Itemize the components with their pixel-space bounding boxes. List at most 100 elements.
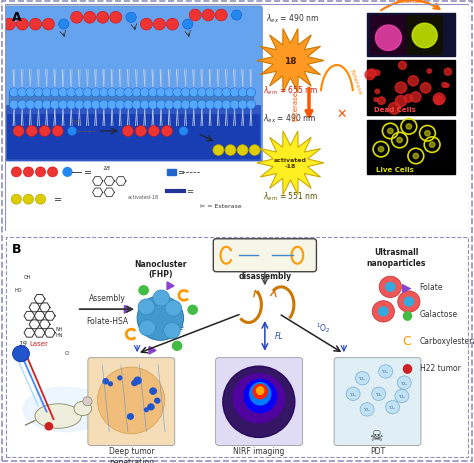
Circle shape — [408, 76, 419, 87]
Circle shape — [148, 101, 157, 110]
Ellipse shape — [35, 404, 82, 428]
Text: ¹O₂: ¹O₂ — [389, 405, 396, 409]
Circle shape — [91, 88, 100, 98]
Circle shape — [404, 95, 412, 103]
Bar — [5, 161, 260, 232]
Circle shape — [374, 99, 378, 102]
Text: Esterase: Esterase — [348, 68, 363, 95]
Circle shape — [148, 126, 159, 137]
Circle shape — [378, 98, 385, 105]
Circle shape — [66, 88, 76, 98]
Circle shape — [83, 397, 92, 406]
Circle shape — [375, 26, 401, 51]
Circle shape — [188, 306, 197, 314]
Text: B: B — [12, 243, 21, 256]
Circle shape — [231, 11, 242, 21]
Circle shape — [99, 88, 109, 98]
Circle shape — [103, 379, 109, 384]
Circle shape — [138, 299, 155, 315]
Text: activated-18: activated-18 — [128, 195, 159, 200]
Circle shape — [181, 88, 190, 98]
Circle shape — [66, 101, 76, 110]
Circle shape — [140, 101, 149, 110]
Circle shape — [18, 101, 27, 110]
Text: NIRF imaging: NIRF imaging — [233, 446, 285, 455]
Text: 18: 18 — [284, 57, 297, 66]
Circle shape — [413, 154, 419, 159]
Circle shape — [71, 13, 83, 24]
Circle shape — [412, 24, 437, 49]
Circle shape — [18, 88, 27, 98]
Circle shape — [197, 88, 207, 98]
Circle shape — [139, 286, 148, 295]
Circle shape — [137, 296, 183, 341]
Circle shape — [145, 408, 148, 412]
Circle shape — [108, 88, 117, 98]
Text: Deep tumor
penetration: Deep tumor penetration — [109, 446, 154, 463]
Circle shape — [108, 101, 117, 110]
FancyBboxPatch shape — [88, 358, 175, 445]
Circle shape — [238, 88, 247, 98]
Circle shape — [9, 88, 18, 98]
Circle shape — [375, 90, 380, 94]
Circle shape — [3, 19, 16, 31]
Circle shape — [116, 88, 125, 98]
Circle shape — [11, 168, 21, 177]
Text: Cl: Cl — [65, 350, 70, 355]
Text: ▶: ▶ — [402, 281, 411, 294]
Circle shape — [230, 101, 239, 110]
Circle shape — [181, 101, 190, 110]
Circle shape — [189, 101, 199, 110]
Circle shape — [52, 126, 63, 137]
Circle shape — [50, 88, 60, 98]
Text: Esterase: Esterase — [292, 90, 298, 120]
Circle shape — [124, 101, 133, 110]
Circle shape — [356, 372, 369, 385]
Circle shape — [182, 20, 193, 30]
Circle shape — [75, 101, 84, 110]
Circle shape — [134, 377, 141, 384]
Circle shape — [23, 168, 34, 177]
Text: Enzyme-triggered
disassembly: Enzyme-triggered disassembly — [226, 261, 303, 281]
Circle shape — [205, 101, 215, 110]
Circle shape — [410, 93, 421, 103]
Circle shape — [372, 387, 386, 400]
Circle shape — [109, 13, 122, 24]
Circle shape — [397, 138, 402, 144]
Circle shape — [420, 83, 431, 94]
Text: ●: ● — [401, 361, 412, 374]
Circle shape — [189, 10, 201, 22]
Text: Dead Cells: Dead Cells — [374, 106, 416, 113]
Circle shape — [179, 127, 188, 136]
Ellipse shape — [233, 374, 284, 423]
Circle shape — [42, 101, 51, 110]
Text: ☠: ☠ — [370, 428, 383, 443]
Text: $\lambda_{ex}$ = 490 nm: $\lambda_{ex}$ = 490 nm — [263, 113, 316, 125]
Circle shape — [140, 19, 153, 31]
Circle shape — [11, 195, 21, 205]
Circle shape — [360, 403, 374, 416]
Ellipse shape — [223, 366, 295, 438]
Circle shape — [26, 126, 37, 137]
Circle shape — [13, 346, 29, 362]
Text: Laser: Laser — [29, 340, 48, 346]
Text: ●: ● — [401, 307, 412, 320]
Text: activated
-18: activated -18 — [274, 158, 307, 169]
Circle shape — [214, 101, 223, 110]
Circle shape — [23, 195, 34, 205]
Circle shape — [109, 382, 112, 386]
Circle shape — [132, 88, 141, 98]
Text: Ultrasmall
nanoparticles: Ultrasmall nanoparticles — [367, 248, 426, 267]
Circle shape — [434, 97, 443, 106]
Text: ¹O₂: ¹O₂ — [359, 376, 366, 381]
Text: ¹O₂: ¹O₂ — [382, 369, 389, 374]
Text: =: = — [84, 168, 92, 177]
Text: H22 tumor: H22 tumor — [419, 363, 460, 372]
Circle shape — [148, 404, 154, 410]
Circle shape — [166, 19, 179, 31]
Text: FL: FL — [275, 332, 284, 341]
Bar — [367, 120, 456, 175]
Circle shape — [165, 300, 182, 317]
Circle shape — [202, 10, 214, 22]
Circle shape — [398, 291, 420, 313]
